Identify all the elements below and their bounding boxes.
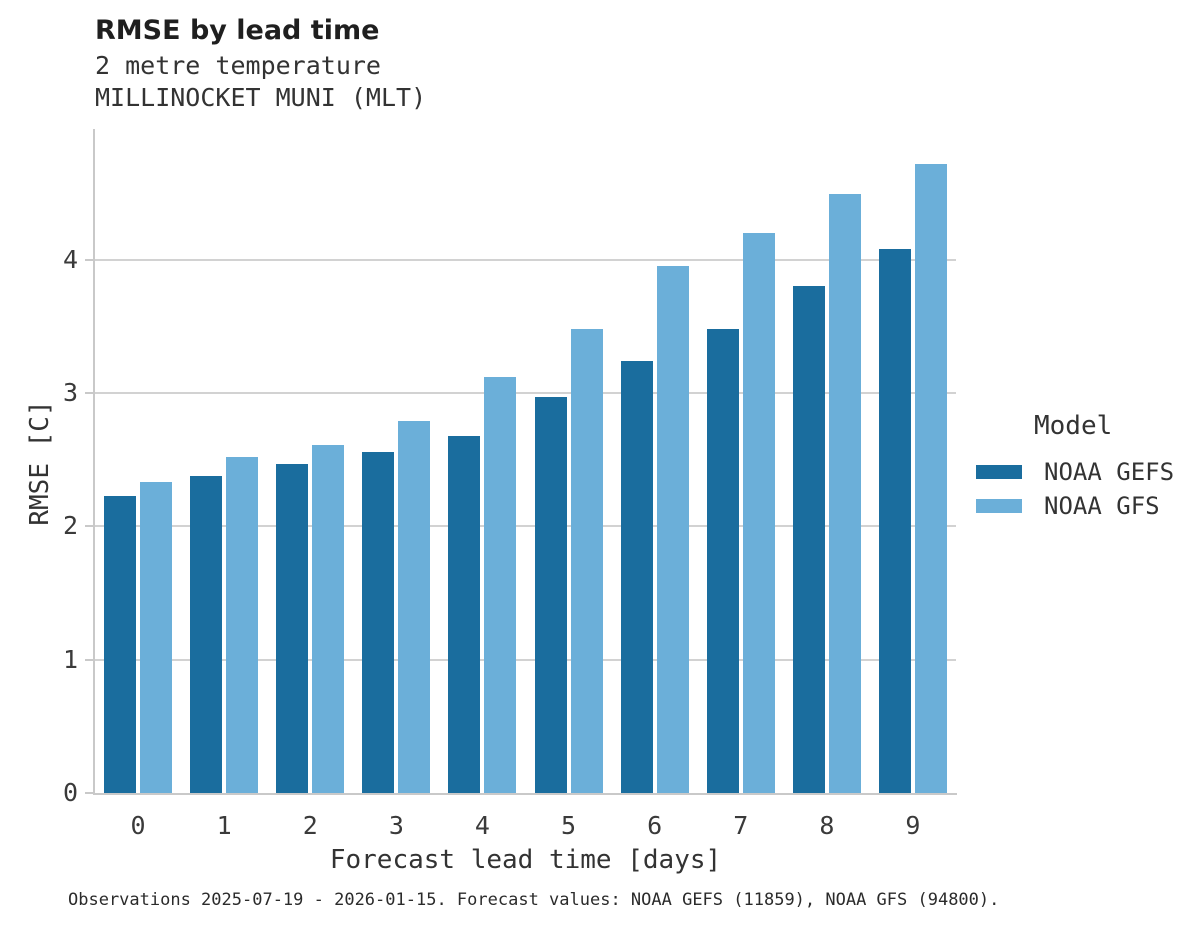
gridline-y-4 (95, 258, 956, 261)
chart-title: RMSE by lead time (95, 15, 380, 46)
x-tick-label-6: 6 (647, 811, 663, 840)
y-tick-mark-3 (85, 392, 93, 394)
legend: Model NOAA GEFS NOAA GFS (976, 411, 1191, 523)
bar-noaa-gfs-lead-4 (484, 377, 517, 793)
subtitle-station: MILLINOCKET MUNI (MLT) (95, 83, 427, 112)
y-axis-spine (93, 129, 95, 795)
bar-noaa-gfs-lead-0 (140, 482, 173, 793)
bar-noaa-gfs-lead-7 (742, 233, 775, 793)
x-tick-label-3: 3 (388, 811, 404, 840)
bar-noaa-gfs-lead-2 (312, 445, 345, 793)
gefs-color-swatch (976, 465, 1022, 479)
x-tick-label-0: 0 (130, 811, 146, 840)
gridline-y-3 (95, 392, 956, 394)
bar-group-lead-5 (526, 129, 612, 793)
bar-group-lead-8 (784, 129, 870, 793)
bar-noaa-gfs-lead-1 (226, 457, 259, 793)
y-tick-mark-1 (85, 658, 93, 661)
y-tick-mark-0 (85, 792, 93, 794)
bar-noaa-gfs-lead-5 (570, 329, 603, 793)
legend-label-gfs: NOAA GFS (1044, 492, 1160, 520)
x-axis-spine (93, 793, 957, 795)
x-tick-label-9: 9 (905, 811, 921, 840)
bar-group-lead-7 (698, 129, 784, 793)
y-tick-mark-4 (85, 258, 93, 261)
y-tick-label-2: 2 (62, 511, 78, 541)
bar-noaa-gfs-lead-6 (656, 266, 689, 793)
bar-noaa-gefs-lead-9 (878, 249, 911, 793)
bar-noaa-gefs-lead-3 (362, 451, 395, 793)
gridline-y-1 (95, 658, 956, 661)
bar-noaa-gefs-lead-8 (792, 286, 825, 793)
gfs-color-swatch (976, 499, 1022, 513)
bar-group-lead-4 (439, 129, 525, 793)
bar-noaa-gefs-lead-7 (706, 329, 739, 793)
x-tick-label-4: 4 (474, 811, 490, 840)
legend-label-gefs: NOAA GEFS (1044, 458, 1175, 486)
x-tick-label-8: 8 (819, 811, 835, 840)
legend-entry-gefs: NOAA GEFS (976, 455, 1191, 489)
bar-group-lead-3 (353, 129, 439, 793)
bar-noaa-gfs-lead-9 (914, 163, 947, 793)
bar-group-lead-1 (181, 129, 267, 793)
bar-noaa-gefs-lead-2 (276, 463, 309, 793)
y-tick-label-1: 1 (62, 644, 78, 674)
bar-group-lead-0 (95, 129, 181, 793)
x-tick-label-7: 7 (733, 811, 749, 840)
bar-group-lead-9 (870, 129, 956, 793)
legend-title: Model (1034, 411, 1113, 441)
bar-noaa-gefs-lead-5 (534, 397, 567, 793)
bar-noaa-gefs-lead-4 (448, 435, 481, 793)
bar-noaa-gefs-lead-6 (620, 361, 653, 793)
bar-group-lead-2 (267, 129, 353, 793)
legend-entry-gfs: NOAA GFS (976, 489, 1191, 523)
bar-noaa-gfs-lead-8 (828, 194, 861, 793)
y-tick-label-3: 3 (62, 378, 78, 407)
bar-noaa-gfs-lead-3 (398, 421, 431, 793)
x-axis-label: Forecast lead time [days] (329, 845, 722, 875)
bar-noaa-gefs-lead-0 (104, 495, 137, 793)
chart-subtitle: 2 metre temperature MILLINOCKET MUNI (ML… (95, 50, 426, 114)
y-tick-label-4: 4 (62, 244, 78, 274)
plot-area (95, 129, 956, 793)
x-tick-label-5: 5 (561, 811, 577, 840)
gridline-y-2 (95, 525, 956, 528)
subtitle-variable: 2 metre temperature (95, 51, 381, 80)
y-tick-label-0: 0 (62, 778, 78, 807)
bar-group-lead-6 (612, 129, 698, 793)
caption: Observations 2025-07-19 - 2026-01-15. Fo… (68, 890, 1000, 910)
y-tick-mark-2 (85, 525, 93, 528)
x-tick-label-2: 2 (302, 811, 318, 840)
bar-noaa-gefs-lead-1 (190, 475, 223, 793)
x-tick-label-1: 1 (216, 811, 232, 840)
